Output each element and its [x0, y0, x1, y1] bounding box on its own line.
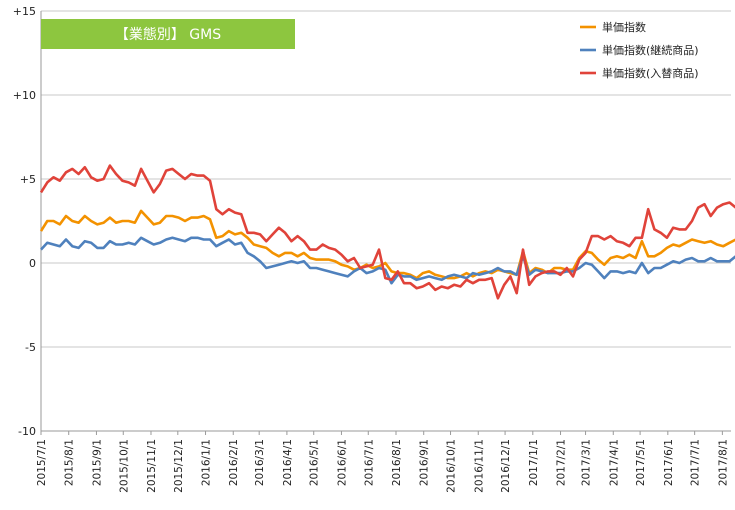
x-tick-label: 2016/8/1 [391, 439, 403, 486]
x-tick-label: 2016/12/1 [500, 439, 512, 493]
x-tick-label: 2016/3/1 [254, 439, 266, 486]
x-tick-label: 2016/7/1 [363, 439, 375, 486]
x-tick-label: 2015/12/1 [173, 439, 185, 493]
x-tick-label: 2017/4/1 [608, 439, 620, 486]
y-tick-label: +5 [20, 173, 36, 186]
x-axis-tick-labels: 2015/7/1 2015/8/1 2015/9/1 2015/10/1 2015/11… [36, 431, 729, 493]
x-tick-label: 2017/3/1 [581, 439, 593, 486]
series-line [39, 164, 735, 300]
chart-title: 【業態別】 GMS [115, 27, 221, 43]
legend-label: 単価指数(入替商品) [602, 66, 699, 80]
x-tick-label: 2016/5/1 [309, 439, 321, 486]
x-tick-label: 2016/11/1 [473, 439, 485, 493]
x-tick-label: 2017/7/1 [690, 439, 702, 486]
legend-label: 単価指数 [602, 20, 646, 34]
x-tick-label: 2015/7/1 [36, 439, 48, 486]
series-lines [39, 164, 735, 300]
x-tick-label: 2015/9/1 [91, 439, 103, 486]
y-tick-label: +10 [13, 89, 36, 102]
y-tick-label: 0 [29, 257, 36, 270]
x-tick-label: 2015/8/1 [64, 439, 76, 486]
y-tick-label: -10 [18, 425, 36, 438]
chart-title-box: 【業態別】 GMS [41, 19, 295, 49]
gridlines [40, 10, 731, 432]
series-line [40, 236, 735, 285]
x-tick-label: 2015/10/1 [118, 439, 130, 493]
x-tick-label: 2016/6/1 [336, 439, 348, 486]
x-tick-label: 2016/4/1 [282, 439, 294, 486]
x-tick-label: 2017/5/1 [635, 439, 647, 486]
y-tick-label: -5 [25, 341, 36, 354]
x-tick-label: 2016/9/1 [419, 439, 431, 486]
x-tick-label: 2015/11/1 [146, 439, 158, 493]
x-tick-label: 2016/2/1 [228, 439, 240, 486]
x-tick-label: 2016/1/1 [201, 439, 213, 486]
x-tick-label: 2017/1/1 [528, 439, 540, 486]
x-tick-label: 2017/8/1 [717, 439, 729, 486]
series-line [39, 209, 735, 280]
x-tick-label: 2016/10/1 [446, 439, 458, 493]
legend-label: 単価指数(継続商品) [602, 43, 699, 57]
y-tick-label: +15 [13, 5, 36, 18]
chart-title-background [41, 19, 295, 49]
y-axis-tick-labels: +15 +10 +5 0 -5 -10 [13, 5, 36, 438]
x-tick-label: 2017/6/1 [663, 439, 675, 486]
x-tick-label: 2017/2/1 [556, 439, 568, 486]
